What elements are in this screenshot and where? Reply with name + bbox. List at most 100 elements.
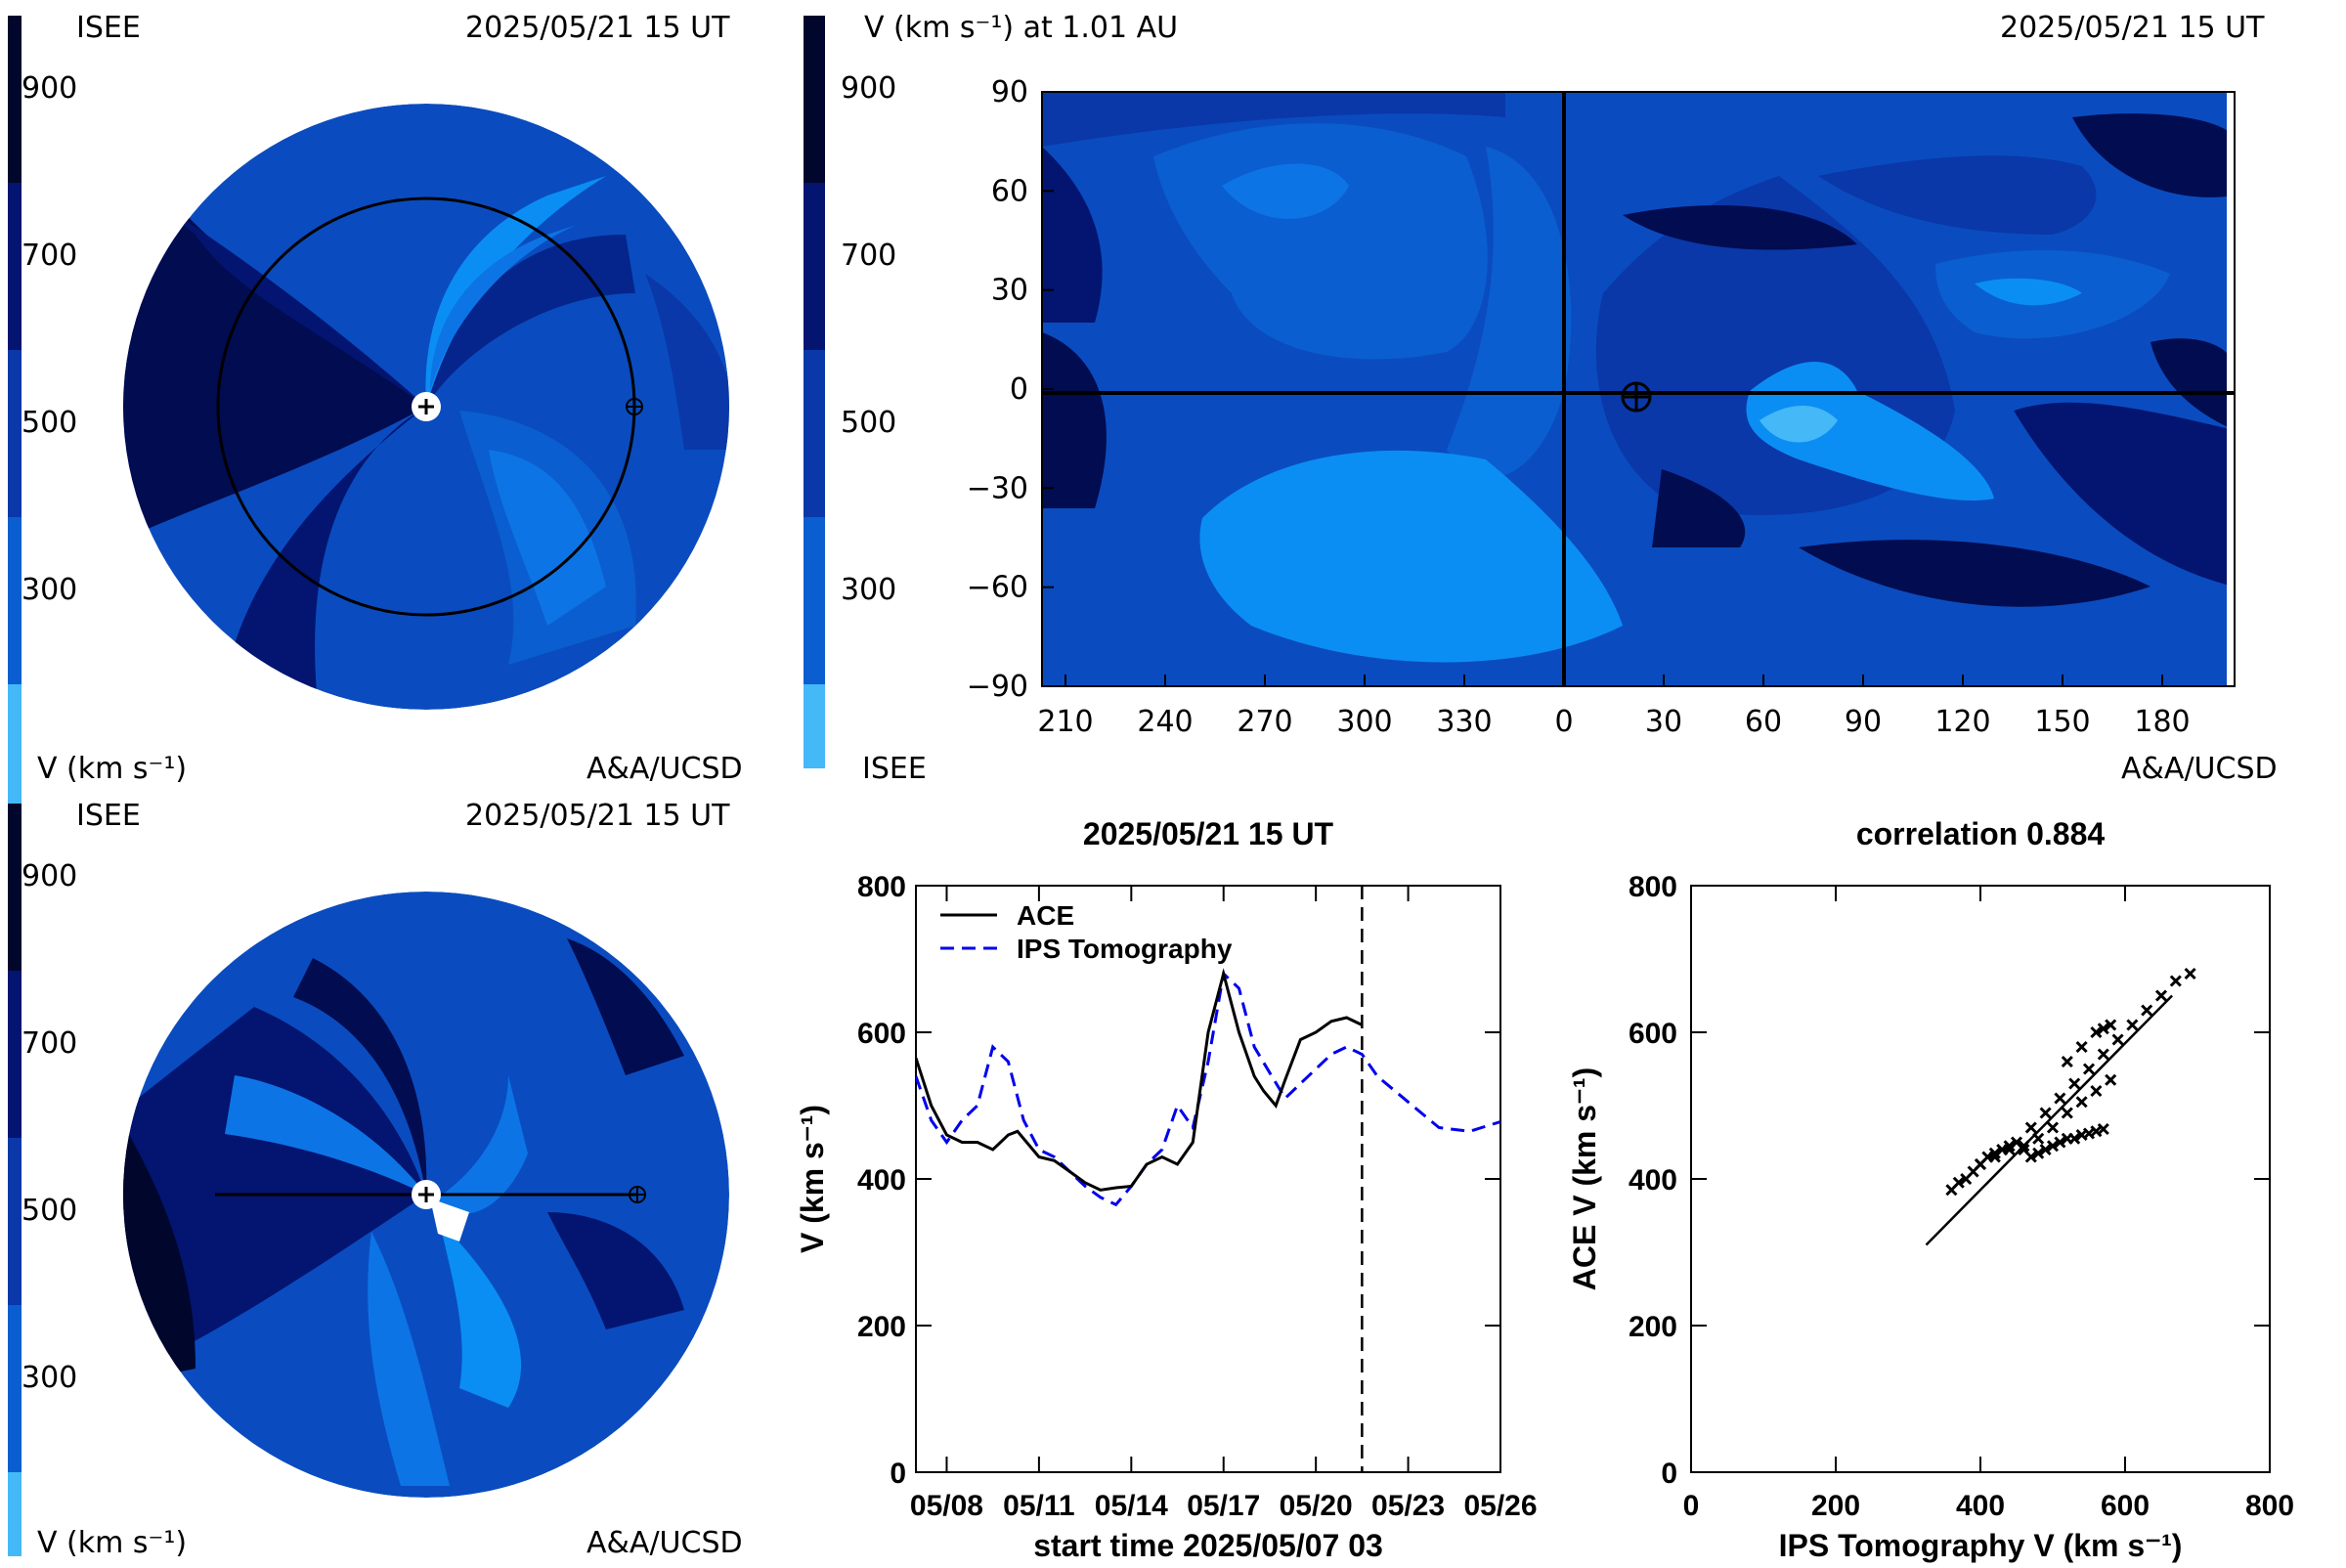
scatter-point <box>2090 1025 2103 1039</box>
scatter-y-tick-label: 200 <box>1629 1311 1677 1343</box>
map-x-tick-label: 90 <box>1845 705 1882 739</box>
scatter-point <box>2054 1092 2066 1105</box>
scatter-point <box>2046 1140 2060 1153</box>
scale-bin-2 <box>8 183 22 350</box>
sun-wedge <box>430 1198 469 1241</box>
scatter-point <box>2126 1019 2139 1031</box>
scatter-x-tick-label: 400 <box>1956 1490 2005 1522</box>
scatter-frame <box>1690 885 2271 1473</box>
scatter-point <box>2154 989 2168 1002</box>
scale-bin-5 <box>804 684 825 768</box>
scale-tick-300: 300 <box>22 1361 77 1395</box>
scale-tick-300: 300 <box>22 573 77 607</box>
timestamp: 2025/05/21 15 UT <box>465 799 730 833</box>
map-y-tick-label: 90 <box>991 75 1028 109</box>
scatter-point <box>1988 1151 2001 1163</box>
bottom-left-color-scale: 900 700 500 300 <box>8 804 77 1556</box>
timestamp: 2025/05/21 15 UT <box>465 11 730 45</box>
scatter-point <box>2184 967 2196 980</box>
sun-cross <box>418 1187 434 1202</box>
map-x-tick-label: 120 <box>1934 705 1990 739</box>
scatter-point <box>2032 1147 2045 1159</box>
earth-icon-cross <box>1623 383 1650 411</box>
correlation-scatter-chart: correlation 0.884 0 200 400 600 800 0 200 400 60… <box>1567 816 2294 1563</box>
map-x-tick-label: 330 <box>1436 705 1492 739</box>
scale-tick-500: 500 <box>841 406 896 440</box>
scatter-point <box>1952 1176 1965 1189</box>
scatter-point <box>2097 1048 2109 1061</box>
scatter-y-tick-label: 800 <box>1629 871 1677 903</box>
line-x-tick-label: 05/23 <box>1371 1490 1445 1522</box>
legend-ace-label: ACE <box>1017 900 1074 931</box>
org-label: ISEE <box>76 11 141 45</box>
scatter-point <box>2075 1096 2088 1109</box>
scatter-x-tick-label: 0 <box>1683 1490 1700 1522</box>
scatter-point <box>2105 1019 2117 1031</box>
map-y-tick-label: −30 <box>967 471 1028 505</box>
scatter-title: correlation 0.884 <box>1856 816 2106 851</box>
line-x-tick-label: 05/26 <box>1463 1490 1537 1522</box>
map-x-tick-label: 180 <box>2134 705 2190 739</box>
line-chart-title: 2025/05/21 15 UT <box>1083 816 1334 851</box>
earth-icon-cross <box>630 1187 645 1202</box>
scatter-point <box>2105 1073 2117 1086</box>
scatter-point <box>2097 1023 2109 1035</box>
scale-bin-1 <box>8 804 22 971</box>
map-x-tick-label: 300 <box>1336 705 1392 739</box>
series-ace-line <box>916 968 1364 1192</box>
map-x-tick-label: 150 <box>2034 705 2090 739</box>
map-x-ticks: 210 240 270 300 330 0 30 60 90 120 150 180 <box>1037 675 2191 739</box>
velocity-time-series-chart: 2025/05/21 15 UT 0 200 400 600 800 05/08 05/11… <box>795 816 1538 1563</box>
scale-tick-900: 900 <box>841 71 896 106</box>
scatter-y-tick-label: 600 <box>1629 1018 1677 1050</box>
scale-label: V (km s⁻¹) <box>37 1526 187 1560</box>
scatter-point <box>2003 1140 2016 1153</box>
scale-tick-300: 300 <box>841 573 896 607</box>
line-chart-frame <box>915 885 1501 1473</box>
top-left-ecliptic-panel: 900 700 500 300 ISEE 2025/05/21 15 UT V … <box>8 11 743 851</box>
line-x-tick-label: 05/20 <box>1280 1490 1353 1522</box>
legend-ips-label: IPS Tomography <box>1017 934 1233 964</box>
map-x-tick-label: 270 <box>1237 705 1292 739</box>
scatter-ticks: 0 200 400 600 800 0 200 400 600 800 <box>1629 871 2294 1522</box>
scatter-point <box>2141 1004 2153 1017</box>
scatter-point <box>2024 1151 2037 1163</box>
map-x-tick-label: 210 <box>1037 705 1093 739</box>
scale-tick-500: 500 <box>22 1194 77 1228</box>
scatter-point <box>2068 1132 2081 1145</box>
scatter-ylabel: ACE V (km s⁻¹) <box>1567 1067 1602 1290</box>
bottom-left-meridional-panel: 900 700 500 300 ISEE 2025/05/21 15 UT V … <box>8 799 743 1560</box>
scale-tick-900: 900 <box>22 71 77 106</box>
scale-bin-3 <box>8 350 22 517</box>
earth-icon-cross <box>627 399 642 414</box>
scale-tick-700: 700 <box>841 239 896 273</box>
scale-label: V (km s⁻¹) <box>37 752 187 786</box>
scatter-point <box>2111 1033 2124 1046</box>
line-x-tick-label: 05/17 <box>1187 1490 1260 1522</box>
map-x-tick-label: 240 <box>1137 705 1193 739</box>
line-chart-ylabel: V (km s⁻¹) <box>795 1105 830 1253</box>
scale-tick-500: 500 <box>22 406 77 440</box>
regression-fit-line <box>1925 994 2173 1246</box>
scatter-xlabel: IPS Tomography V (km s⁻¹) <box>1779 1528 2183 1563</box>
scatter-point <box>2046 1121 2060 1134</box>
scale-bin-3 <box>8 1138 22 1305</box>
map-y-tick-label: 0 <box>1010 372 1028 407</box>
line-chart-xlabel: start time 2025/05/07 03 <box>1033 1528 1383 1563</box>
timestamp: 2025/05/21 15 UT <box>2000 11 2265 45</box>
line-chart-ticks: 0 200 400 600 800 05/08 05/11 05/14 05/17 05/20 05… <box>857 871 1538 1522</box>
scale-bin-1 <box>804 16 825 183</box>
scatter-y-tick-label: 0 <box>1661 1458 1677 1490</box>
scale-tick-900: 900 <box>22 859 77 893</box>
scale-tick-700: 700 <box>22 239 77 273</box>
map-x-tick-label: 0 <box>1554 705 1573 739</box>
scatter-point <box>2169 975 2182 987</box>
sun-cross <box>418 399 434 414</box>
scatter-points <box>1945 967 2196 1197</box>
scatter-point <box>2003 1143 2016 1156</box>
line-x-tick-label: 05/08 <box>910 1490 983 1522</box>
scale-bin-5 <box>8 1472 22 1556</box>
scatter-point <box>1988 1147 2001 1159</box>
scatter-point <box>2082 1063 2096 1075</box>
